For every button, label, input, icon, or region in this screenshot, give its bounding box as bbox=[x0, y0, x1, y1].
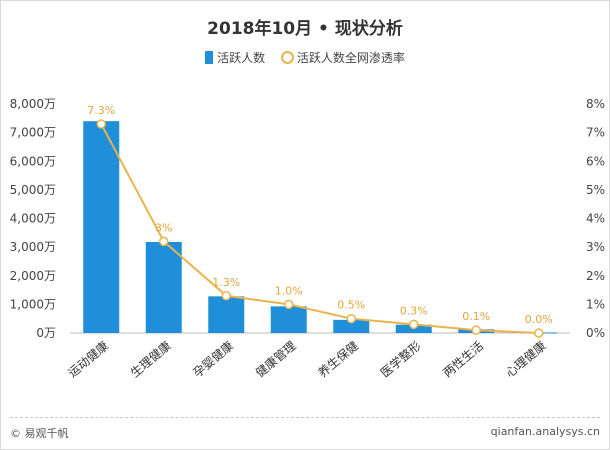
legend-bar-label: 活跃人数 bbox=[217, 51, 266, 65]
x-tick-label: 两性生活 bbox=[440, 339, 486, 381]
line-point-7 bbox=[534, 328, 544, 338]
y-left-tick-label: 0万 bbox=[36, 326, 56, 340]
x-tick-label: 医学整形 bbox=[377, 338, 423, 380]
bar-1 bbox=[145, 241, 182, 333]
bar-0 bbox=[83, 121, 120, 333]
y-right-tick-label: 3% bbox=[586, 240, 605, 254]
line-point-5 bbox=[409, 319, 419, 330]
line-data-label: 3% bbox=[155, 221, 172, 234]
x-tick-label: 生理健康 bbox=[127, 338, 173, 380]
penetration-line bbox=[100, 123, 539, 334]
line-data-label: 0.1% bbox=[462, 310, 490, 323]
line-point-3 bbox=[284, 299, 294, 310]
y-left-tick-label: 3,000万 bbox=[10, 240, 56, 254]
line-data-label: 1.0% bbox=[275, 284, 303, 297]
y-right-tick-label: 4% bbox=[586, 212, 605, 226]
x-tick-label: 运动健康 bbox=[65, 338, 111, 380]
y-left-tick-label: 2,000万 bbox=[10, 269, 56, 283]
legend-item-line[interactable]: 活跃人数全网渗透率 bbox=[280, 49, 405, 66]
line-point-4 bbox=[346, 313, 356, 324]
y-right-tick-label: 5% bbox=[586, 183, 605, 197]
x-tick-label: 心理健康 bbox=[502, 338, 548, 380]
line-point-1 bbox=[159, 236, 169, 247]
legend-line-swatch bbox=[280, 51, 294, 64]
copyright-text: © 易观千帆 bbox=[10, 427, 69, 440]
chart-legend: 活跃人数 活跃人数全网渗透率 bbox=[0, 49, 610, 67]
y-right-tick-label: 1% bbox=[586, 297, 605, 311]
legend-bar-swatch bbox=[205, 51, 214, 64]
line-data-label: 0.0% bbox=[525, 313, 553, 326]
y-left-tick-label: 4,000万 bbox=[10, 212, 56, 226]
line-point-2 bbox=[221, 291, 231, 301]
y-left-tick-label: 5,000万 bbox=[10, 183, 56, 197]
line-data-label: 0.5% bbox=[337, 299, 365, 312]
footer-divider bbox=[10, 417, 600, 418]
y-right-tick-label: 2% bbox=[586, 269, 605, 283]
y-right-tick-label: 7% bbox=[586, 126, 605, 140]
y-left-tick-label: 6,000万 bbox=[10, 154, 56, 168]
x-tick-label: 孕婴健康 bbox=[190, 338, 236, 380]
y-left-tick-label: 7,000万 bbox=[10, 126, 56, 140]
line-data-label: 0.3% bbox=[400, 304, 428, 317]
y-right-tick-label: 0% bbox=[586, 326, 605, 340]
y-left-tick-label: 8,000万 bbox=[10, 97, 56, 111]
line-point-0 bbox=[96, 119, 106, 129]
line-point-6 bbox=[471, 325, 481, 335]
line-data-label: 7.3% bbox=[87, 104, 115, 117]
source-url: qianfan.analysys.cn bbox=[490, 425, 600, 438]
y-right-tick-label: 8% bbox=[586, 97, 605, 111]
x-tick-label: 健康管理 bbox=[252, 338, 298, 380]
y-right-tick-label: 6% bbox=[586, 154, 605, 168]
chart-title: 2018年10月 • 现状分析 bbox=[207, 19, 403, 39]
bar-4 bbox=[333, 319, 370, 333]
legend-line-label: 活跃人数全网渗透率 bbox=[296, 51, 405, 65]
bar-3 bbox=[270, 306, 307, 333]
bar-2 bbox=[208, 296, 245, 333]
x-tick-label: 养生保健 bbox=[315, 338, 361, 380]
line-data-label: 1.3% bbox=[212, 276, 240, 289]
y-left-tick-label: 1,000万 bbox=[10, 297, 56, 311]
legend-item-bar[interactable]: 活跃人数 bbox=[205, 49, 265, 66]
